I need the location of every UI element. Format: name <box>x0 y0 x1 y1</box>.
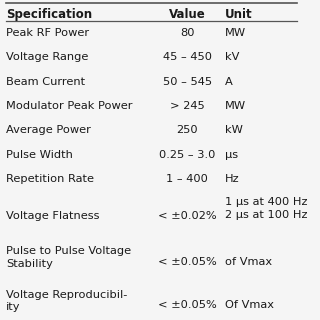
Text: μs: μs <box>225 149 238 160</box>
Text: 1 – 400: 1 – 400 <box>166 174 208 184</box>
Text: Beam Current: Beam Current <box>6 76 85 87</box>
Text: Of Vmax: Of Vmax <box>225 300 274 310</box>
Text: < ±0.05%: < ±0.05% <box>158 300 217 310</box>
Text: 50 – 545: 50 – 545 <box>163 76 212 87</box>
Text: 1 μs at 400 Hz
2 μs at 100 Hz: 1 μs at 400 Hz 2 μs at 100 Hz <box>225 197 307 220</box>
Text: Repetition Rate: Repetition Rate <box>6 174 94 184</box>
Text: MW: MW <box>225 101 246 111</box>
Text: 250: 250 <box>176 125 198 135</box>
Text: Hz: Hz <box>225 174 239 184</box>
Text: Modulator Peak Power: Modulator Peak Power <box>6 101 132 111</box>
Text: A: A <box>225 76 232 87</box>
Text: MW: MW <box>225 28 246 38</box>
Text: Specification: Specification <box>6 8 92 21</box>
Text: Voltage Reproducibil-
ity: Voltage Reproducibil- ity <box>6 290 127 312</box>
Text: Pulse to Pulse Voltage
Stability: Pulse to Pulse Voltage Stability <box>6 246 131 269</box>
Text: Value: Value <box>169 8 205 21</box>
Text: 45 – 450: 45 – 450 <box>163 52 212 62</box>
Text: < ±0.05%: < ±0.05% <box>158 257 217 267</box>
Text: 80: 80 <box>180 28 195 38</box>
Text: < ±0.02%: < ±0.02% <box>158 211 217 221</box>
Text: 0.25 – 3.0: 0.25 – 3.0 <box>159 149 215 160</box>
Text: Average Power: Average Power <box>6 125 91 135</box>
Text: kV: kV <box>225 52 239 62</box>
Text: Peak RF Power: Peak RF Power <box>6 28 89 38</box>
Text: Unit: Unit <box>225 8 252 21</box>
Text: kW: kW <box>225 125 243 135</box>
Text: Voltage Flatness: Voltage Flatness <box>6 211 100 221</box>
Text: Voltage Range: Voltage Range <box>6 52 88 62</box>
Text: of Vmax: of Vmax <box>225 257 272 267</box>
Text: Pulse Width: Pulse Width <box>6 149 73 160</box>
Text: > 245: > 245 <box>170 101 204 111</box>
